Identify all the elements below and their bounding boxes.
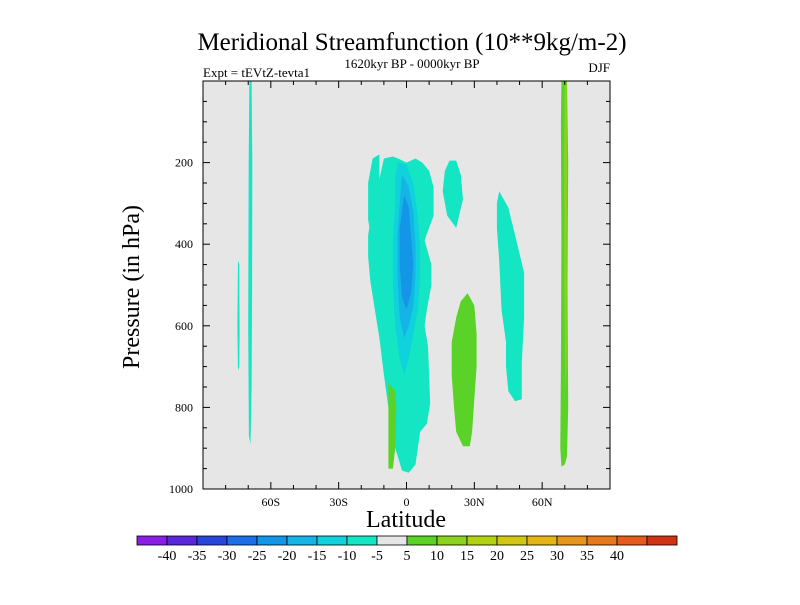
colorbar-swatch: [616, 535, 648, 546]
colorbar-swatch: [496, 535, 528, 546]
colorbar-label: 15: [460, 549, 474, 564]
region-eq-positive-band: [388, 382, 397, 469]
y-tick-label: 200: [175, 156, 193, 170]
x-tick-label: 60N: [532, 495, 553, 509]
y-tick-label: 800: [175, 400, 193, 414]
x-tick-label: 0: [404, 495, 410, 509]
colorbar-label: -10: [338, 549, 357, 564]
y-axis-label: Pressure (in hPa): [119, 205, 145, 369]
colorbar-label: 40: [610, 549, 624, 564]
colorbar-swatch: [226, 535, 258, 546]
colorbar-label: -20: [278, 549, 297, 564]
colorbar-label: -15: [308, 549, 327, 564]
colorbar-swatch: [256, 535, 288, 546]
x-axis-label: Latitude: [366, 507, 446, 533]
region-tropical-cell-west-lobe: [368, 154, 380, 245]
y-tick-label: 1000: [169, 482, 193, 496]
region-nh-polar-positive: [560, 81, 569, 467]
colorbar-swatch: [556, 535, 588, 546]
colorbar-swatch: [646, 535, 678, 546]
colorbar-label: 5: [404, 549, 411, 564]
left-subtitle: Expt = tEVtZ-tevta1: [203, 65, 310, 80]
chart-title: Meridional Streamfunction (10**9kg/m-2): [197, 29, 626, 56]
colorbar-swatch: [586, 535, 618, 546]
colorbar-label: 25: [520, 549, 534, 564]
colorbar-label: 30: [550, 549, 564, 564]
contour-regions: [237, 81, 569, 473]
colorbar-swatch: [466, 535, 498, 546]
colorbar-swatch: [166, 535, 198, 546]
colorbar-swatch: [376, 535, 408, 546]
colorbar-swatch: [196, 535, 228, 546]
region-sh-polar-sliver: [237, 260, 240, 371]
colorbar-swatch: [136, 535, 168, 546]
region-tropical-cell-22: [399, 195, 414, 310]
y-tick-label: 400: [175, 237, 193, 251]
colorbar-label: 20: [490, 549, 504, 564]
axis-ticks: 60S 30S 0 30N 60N 200 400 600 800 1000: [169, 80, 611, 509]
colorbar-label: -25: [248, 549, 267, 564]
region-nh-polar-positive-core: [564, 81, 567, 392]
region-sh-polar-band: [248, 81, 253, 445]
colorbar-swatch: [286, 535, 318, 546]
colorbar-label: -35: [188, 549, 207, 564]
colorbar-swatch: [316, 535, 348, 546]
right-subtitle: DJF: [588, 60, 610, 75]
colorbar-swatch: [346, 535, 378, 546]
x-tick-label: 30S: [329, 495, 348, 509]
region-nh-sub-positive: [451, 293, 477, 447]
colorbar-label: 10: [430, 549, 444, 564]
colorbar-swatch: [436, 535, 468, 546]
colorbar-label: -30: [218, 549, 237, 564]
colorbar-swatch: [406, 535, 438, 546]
region-tropical-cell-east-lobe: [442, 160, 463, 228]
colorbar: -40 -35 -30 -25 -20 -15 -10 -5 5 10 15 20 25 30 35 40: [136, 535, 678, 564]
center-subtitle: 1620kyr BP - 0000kyr BP: [344, 56, 479, 71]
colorbar-label: -40: [158, 549, 177, 564]
colorbar-label: 35: [580, 549, 594, 564]
y-tick-label: 600: [175, 319, 193, 333]
colorbar-label: -5: [371, 549, 383, 564]
colorbar-swatch: [526, 535, 558, 546]
x-tick-label: 30N: [464, 495, 485, 509]
x-tick-label: 60S: [261, 495, 280, 509]
region-nh-mid-negative: [496, 191, 525, 402]
